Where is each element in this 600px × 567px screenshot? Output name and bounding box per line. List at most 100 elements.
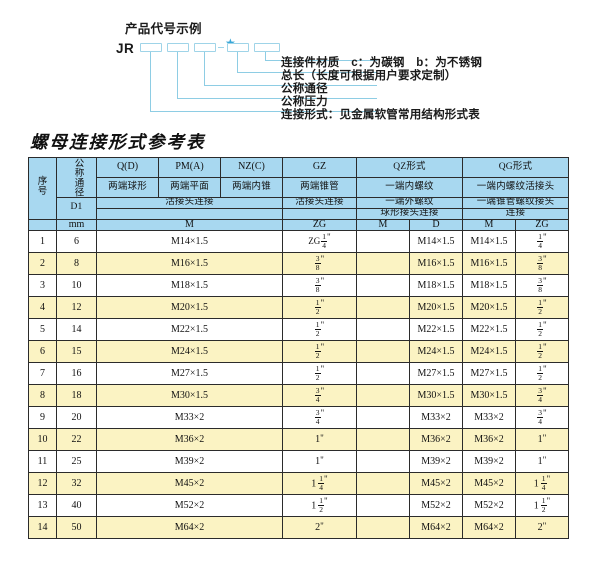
cell-gz-zg: ZG 1 4 " bbox=[282, 230, 357, 254]
leader-line-4-vertical bbox=[177, 52, 179, 99]
table-row: 3 10 M18×1.5 3 8 " M18×1.5 M18×1.5 3 8 " bbox=[28, 274, 569, 298]
inch-mark: " bbox=[320, 253, 325, 264]
header-seq-line2: 号 bbox=[37, 187, 48, 198]
cell-qg-m: M18×1.5 bbox=[462, 274, 516, 298]
leader-line-3-horizontal bbox=[204, 85, 377, 87]
inch-mark: " bbox=[320, 297, 325, 308]
cell-qg-zg: 1 4 " bbox=[515, 230, 569, 254]
fraction-numerator: 3 bbox=[315, 254, 320, 264]
fraction-numerator: 1 bbox=[315, 298, 320, 308]
header-d1: D1 bbox=[56, 196, 97, 220]
cell-nominal-diameter: 15 bbox=[56, 340, 97, 364]
leader-line-4-horizontal bbox=[177, 98, 377, 100]
fraction-denominator: 4 bbox=[314, 416, 321, 426]
cell-qg-zg: 1 1 4 " bbox=[515, 472, 569, 496]
header-unit-mm: mm bbox=[56, 218, 97, 232]
cell-qz-m bbox=[356, 494, 410, 518]
code-example-title-text: 产品代号示例 bbox=[125, 22, 202, 36]
inch-mark: " bbox=[320, 520, 324, 531]
cell-qz-d: M33×2 bbox=[409, 406, 463, 430]
inch-mark: " bbox=[320, 454, 324, 465]
cell-thread-m: M52×2 bbox=[96, 494, 283, 518]
header-qz-sub-d: D bbox=[409, 218, 463, 232]
cell-qg-m: M64×2 bbox=[462, 516, 516, 540]
fraction-numerator: 3 bbox=[538, 408, 543, 418]
header-sub-zg: ZG bbox=[282, 218, 357, 232]
fraction-denominator: 2 bbox=[314, 372, 321, 382]
fraction-numerator: 3 bbox=[315, 386, 320, 396]
cell-qg-zg: 3 8 " bbox=[515, 252, 569, 276]
leader-line-1-horizontal bbox=[265, 60, 377, 62]
cell-gz-zg: 1 1 2 " bbox=[282, 494, 357, 518]
fraction-denominator: 2 bbox=[540, 504, 547, 514]
cell-thread-m: M27×1.5 bbox=[96, 362, 283, 386]
cell-qz-d: M14×1.5 bbox=[409, 230, 463, 254]
inch-mark: " bbox=[320, 385, 325, 396]
cell-qz-d: M24×1.5 bbox=[409, 340, 463, 364]
cell-gz-zg: 1 2 " bbox=[282, 362, 357, 386]
table-row: 5 14 M22×1.5 1 2 " M22×1.5 M22×1.5 1 2 " bbox=[28, 318, 569, 342]
fraction-denominator: 4 bbox=[318, 482, 325, 492]
header-qg-line3: 连接 bbox=[462, 207, 569, 220]
header-seq-number: 序 号 bbox=[28, 157, 57, 220]
cell-nominal-diameter: 10 bbox=[56, 274, 97, 298]
cell-gz-zg: 3 8 " bbox=[282, 252, 357, 276]
cell-qz-m bbox=[356, 362, 410, 386]
fraction-numerator: 1 bbox=[319, 496, 324, 506]
cell-thread-m: M30×1.5 bbox=[96, 384, 283, 408]
header-qg-sub-m: M bbox=[462, 218, 516, 232]
inch-mark: " bbox=[546, 473, 551, 484]
fraction-denominator: 8 bbox=[314, 284, 321, 294]
header-type-code-qd: Q(D) bbox=[96, 156, 159, 179]
header-qz-line3: 球形接头连接 bbox=[356, 207, 463, 220]
fraction-numerator: 3 bbox=[538, 386, 543, 396]
inch-mark: " bbox=[543, 341, 547, 352]
table-title: 螺母连接形式参考表 bbox=[30, 132, 206, 152]
cell-qg-m: M52×2 bbox=[462, 494, 516, 518]
fraction-numerator: 1 bbox=[538, 298, 543, 308]
cell-seq: 10 bbox=[28, 428, 57, 452]
inch-mark: " bbox=[543, 275, 547, 286]
cell-nominal-diameter: 50 bbox=[56, 516, 97, 540]
table-row: 14 50 M64×2 2" M64×2 M64×2 2" bbox=[28, 516, 569, 540]
cell-qz-d: M18×1.5 bbox=[409, 274, 463, 298]
cell-qz-d: M52×2 bbox=[409, 494, 463, 518]
cell-nominal-diameter: 12 bbox=[56, 296, 97, 320]
code-label-material: 连接件材质 c：为碳钢 b：为不锈钢 bbox=[281, 57, 483, 69]
cell-qz-d: M39×2 bbox=[409, 450, 463, 474]
fraction-numerator: 3 bbox=[538, 276, 543, 286]
cell-qg-zg: 3 4 " bbox=[515, 406, 569, 430]
cell-nominal-diameter: 18 bbox=[56, 384, 97, 408]
inch-mark: " bbox=[542, 432, 547, 443]
header-row-codes: 序 号 公称通径 Q(D) PM(A) NZ(C) GZ QZ形式 QG形式 bbox=[28, 156, 569, 220]
header-qz-sub-m: M bbox=[356, 218, 410, 232]
fraction-numerator: 1 bbox=[538, 364, 543, 374]
code-box-5 bbox=[254, 43, 280, 52]
cell-qg-m: M36×2 bbox=[462, 428, 516, 452]
cell-qz-m bbox=[356, 252, 410, 276]
cell-gz-zg: 1" bbox=[282, 428, 357, 452]
cell-qz-m bbox=[356, 472, 410, 496]
inch-mark: " bbox=[542, 520, 547, 531]
cell-qz-d: M64×2 bbox=[409, 516, 463, 540]
header-row-end-forms: 两端球形 两端平面 两端内锥 两端锥管 一端内螺纹 一端内螺纹活接头 bbox=[29, 177, 569, 198]
fraction-denominator: 4 bbox=[540, 482, 547, 492]
cell-qg-m: M27×1.5 bbox=[462, 362, 516, 386]
cell-seq: 3 bbox=[28, 274, 57, 298]
table-row: 10 22 M36×2 1" M36×2 M36×2 1" bbox=[28, 428, 569, 452]
cell-qz-d: M36×2 bbox=[409, 428, 463, 452]
inch-mark: " bbox=[543, 319, 547, 330]
table-row: 12 32 M45×2 1 1 4 " M45×2 M45×2 1 1 4 " bbox=[28, 472, 569, 496]
cell-qg-zg: 1" bbox=[515, 450, 569, 474]
inch-mark: " bbox=[327, 231, 331, 242]
cell-qg-m: M39×2 bbox=[462, 450, 516, 474]
